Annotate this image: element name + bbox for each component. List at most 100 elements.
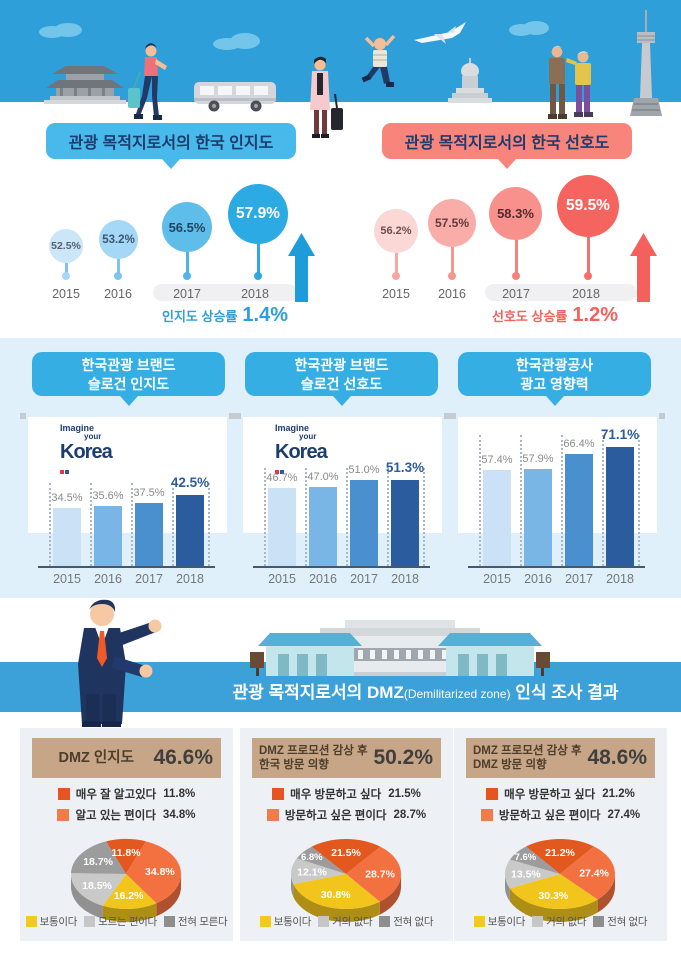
growth-label: 선호도 상승률 [492, 309, 568, 324]
year-label: 2016 [104, 287, 132, 301]
timeline-dot [114, 272, 122, 280]
legend-row: 보통이다 모르는 편이다 전혀 모른다 [20, 914, 233, 929]
timeline-dot [62, 272, 70, 280]
legend-swatch-orange [266, 809, 279, 821]
bar-value-label: 66.4% [563, 438, 595, 450]
bubble-tail [119, 396, 138, 406]
bubble-stem [514, 240, 518, 276]
legend-row: 방문하고 싶은 편이다 28.7% [240, 807, 453, 823]
pie-slice [311, 838, 381, 874]
legend-label: 알고 있는 편이다 [75, 810, 156, 822]
awareness-growth: 인지도 상승률 1.4% [130, 304, 320, 327]
bar-2016 [524, 469, 552, 566]
imagine-your-korea-logo: Imagine your Korea [275, 424, 328, 478]
pie-value-label: 34.8% [145, 866, 175, 878]
panel-header: DMZ 프로모션 감상 후 DMZ 방문 의향 48.6% [466, 738, 655, 778]
legend-swatch-lightgray [318, 916, 330, 927]
up-arrow-icon [630, 233, 657, 302]
pie-slice-side [71, 874, 103, 919]
bar-year-label: 2015 [483, 572, 511, 586]
header-line1: 한국관광 브랜드 [81, 357, 176, 373]
bubble-tail [332, 396, 351, 406]
bar-year-label: 2016 [94, 572, 122, 586]
presenter-man-illustration [78, 599, 162, 727]
timeline-dot [512, 272, 520, 280]
bar-2015 [483, 470, 511, 566]
bar-value-label: 47.0% [307, 471, 339, 483]
traveler-walking-illustration [128, 43, 167, 120]
pie-slice [71, 873, 126, 906]
imagine-your-korea-logo: Imagine your Korea [60, 424, 113, 478]
card-pin [235, 413, 241, 419]
grid-dotted-line [346, 468, 348, 566]
legend-value: 27.4% [607, 809, 641, 821]
card-pin [659, 413, 665, 419]
brand-preference-bar-chart: 46.7% 2015 47.0% 2016 51.0% 2017 51.3% 2018 [243, 408, 442, 590]
bubble-stem [256, 244, 260, 276]
legend-swatch-darkgray [593, 916, 605, 927]
header-line2: 슬로건 인지도 [87, 375, 170, 392]
grid-dotted-line [90, 483, 92, 566]
pie-slice [560, 846, 615, 900]
timeline-dot [448, 272, 456, 280]
growth-value: 1.4% [242, 304, 288, 326]
bus-illustration [194, 82, 276, 112]
bar-2017 [135, 503, 163, 566]
panel-title: DMZ 프로모션 감상 후 한국 방문 의향 [259, 744, 368, 771]
bar-value-label: 37.5% [133, 487, 165, 499]
legend-value: 21.5% [388, 788, 421, 800]
card-pin [20, 413, 26, 419]
grid-dotted-line [520, 435, 522, 566]
preference-bubble-2015: 56.2% [374, 209, 418, 253]
bubble-stem [394, 253, 398, 276]
pie-slice [504, 859, 560, 889]
cloud-icon [213, 33, 260, 50]
pie-value-label: 27.4% [579, 868, 609, 880]
panmunjom-buildings-illustration [250, 620, 550, 676]
awareness-bubble-2015: 52.5% [49, 229, 83, 263]
ad-influence-header-bubble: 한국관광공사 광고 영향력 [458, 352, 651, 406]
cloud-icon [39, 23, 82, 38]
pie-slice [296, 846, 346, 874]
awareness-bubble-2017: 56.5% [162, 202, 212, 252]
pie-value-label: 18.5% [82, 880, 112, 892]
year-label: 2015 [382, 287, 410, 301]
cloud-icon [509, 21, 549, 36]
bar-year-label: 2016 [309, 572, 337, 586]
bar-year-label: 2015 [268, 572, 296, 586]
bubble-stem [586, 237, 590, 276]
bar-value-label: 51.0% [348, 464, 380, 476]
year-label: 2018 [572, 287, 600, 301]
seoul-tower-illustration [630, 10, 662, 116]
grid-dotted-line [638, 435, 640, 566]
bar-2018 [606, 447, 634, 566]
pie-slice [291, 858, 346, 885]
bar-2015 [268, 488, 296, 566]
timeline-pill [485, 284, 637, 301]
airplane-icon [414, 22, 466, 44]
dmz-dmz-visit-panel: DMZ 프로모션 감상 후 DMZ 방문 의향 48.6% 매우 방문하고 싶다… [454, 728, 667, 941]
bar-value-label: 46.7% [266, 472, 298, 484]
pie-value-label: 28.7% [365, 869, 395, 881]
pie-slice [293, 874, 380, 909]
legend-row: 보통이다 거의 없다 전혀 없다 [454, 914, 667, 929]
ad-influence-bar-chart: 57.4% 2015 57.9% 2016 66.4% 2017 71.1% 2018 [458, 408, 657, 590]
dmz-dmz-visit-pie-chart: 21.2% 27.4% 30.3% 13.5% 7.6% [504, 839, 615, 922]
pie-value-label: 21.5% [331, 847, 361, 859]
statue-illustration [448, 58, 492, 103]
grid-dotted-line [602, 435, 604, 566]
bubble-tail [545, 396, 564, 406]
pie-slice [71, 841, 126, 874]
card-pin [444, 413, 450, 419]
bar-2017 [350, 480, 378, 566]
pie-value-label: 16.2% [114, 890, 144, 902]
legend-value: 28.7% [393, 809, 427, 821]
bar-axis [253, 566, 430, 568]
legend-swatch-lightgray [532, 916, 544, 927]
brand-awareness-bar-chart: 34.5% 2015 35.6% 2016 37.5% 2017 42.5% 2018 [28, 408, 227, 590]
panel-title: DMZ 프로모션 감상 후 DMZ 방문 의향 [473, 744, 582, 771]
header-line2: 슬로건 선호도 [300, 375, 383, 392]
pie-slice-side [505, 874, 510, 902]
legend-value: 34.8% [162, 809, 196, 821]
legend-value: 11.8% [163, 788, 196, 800]
